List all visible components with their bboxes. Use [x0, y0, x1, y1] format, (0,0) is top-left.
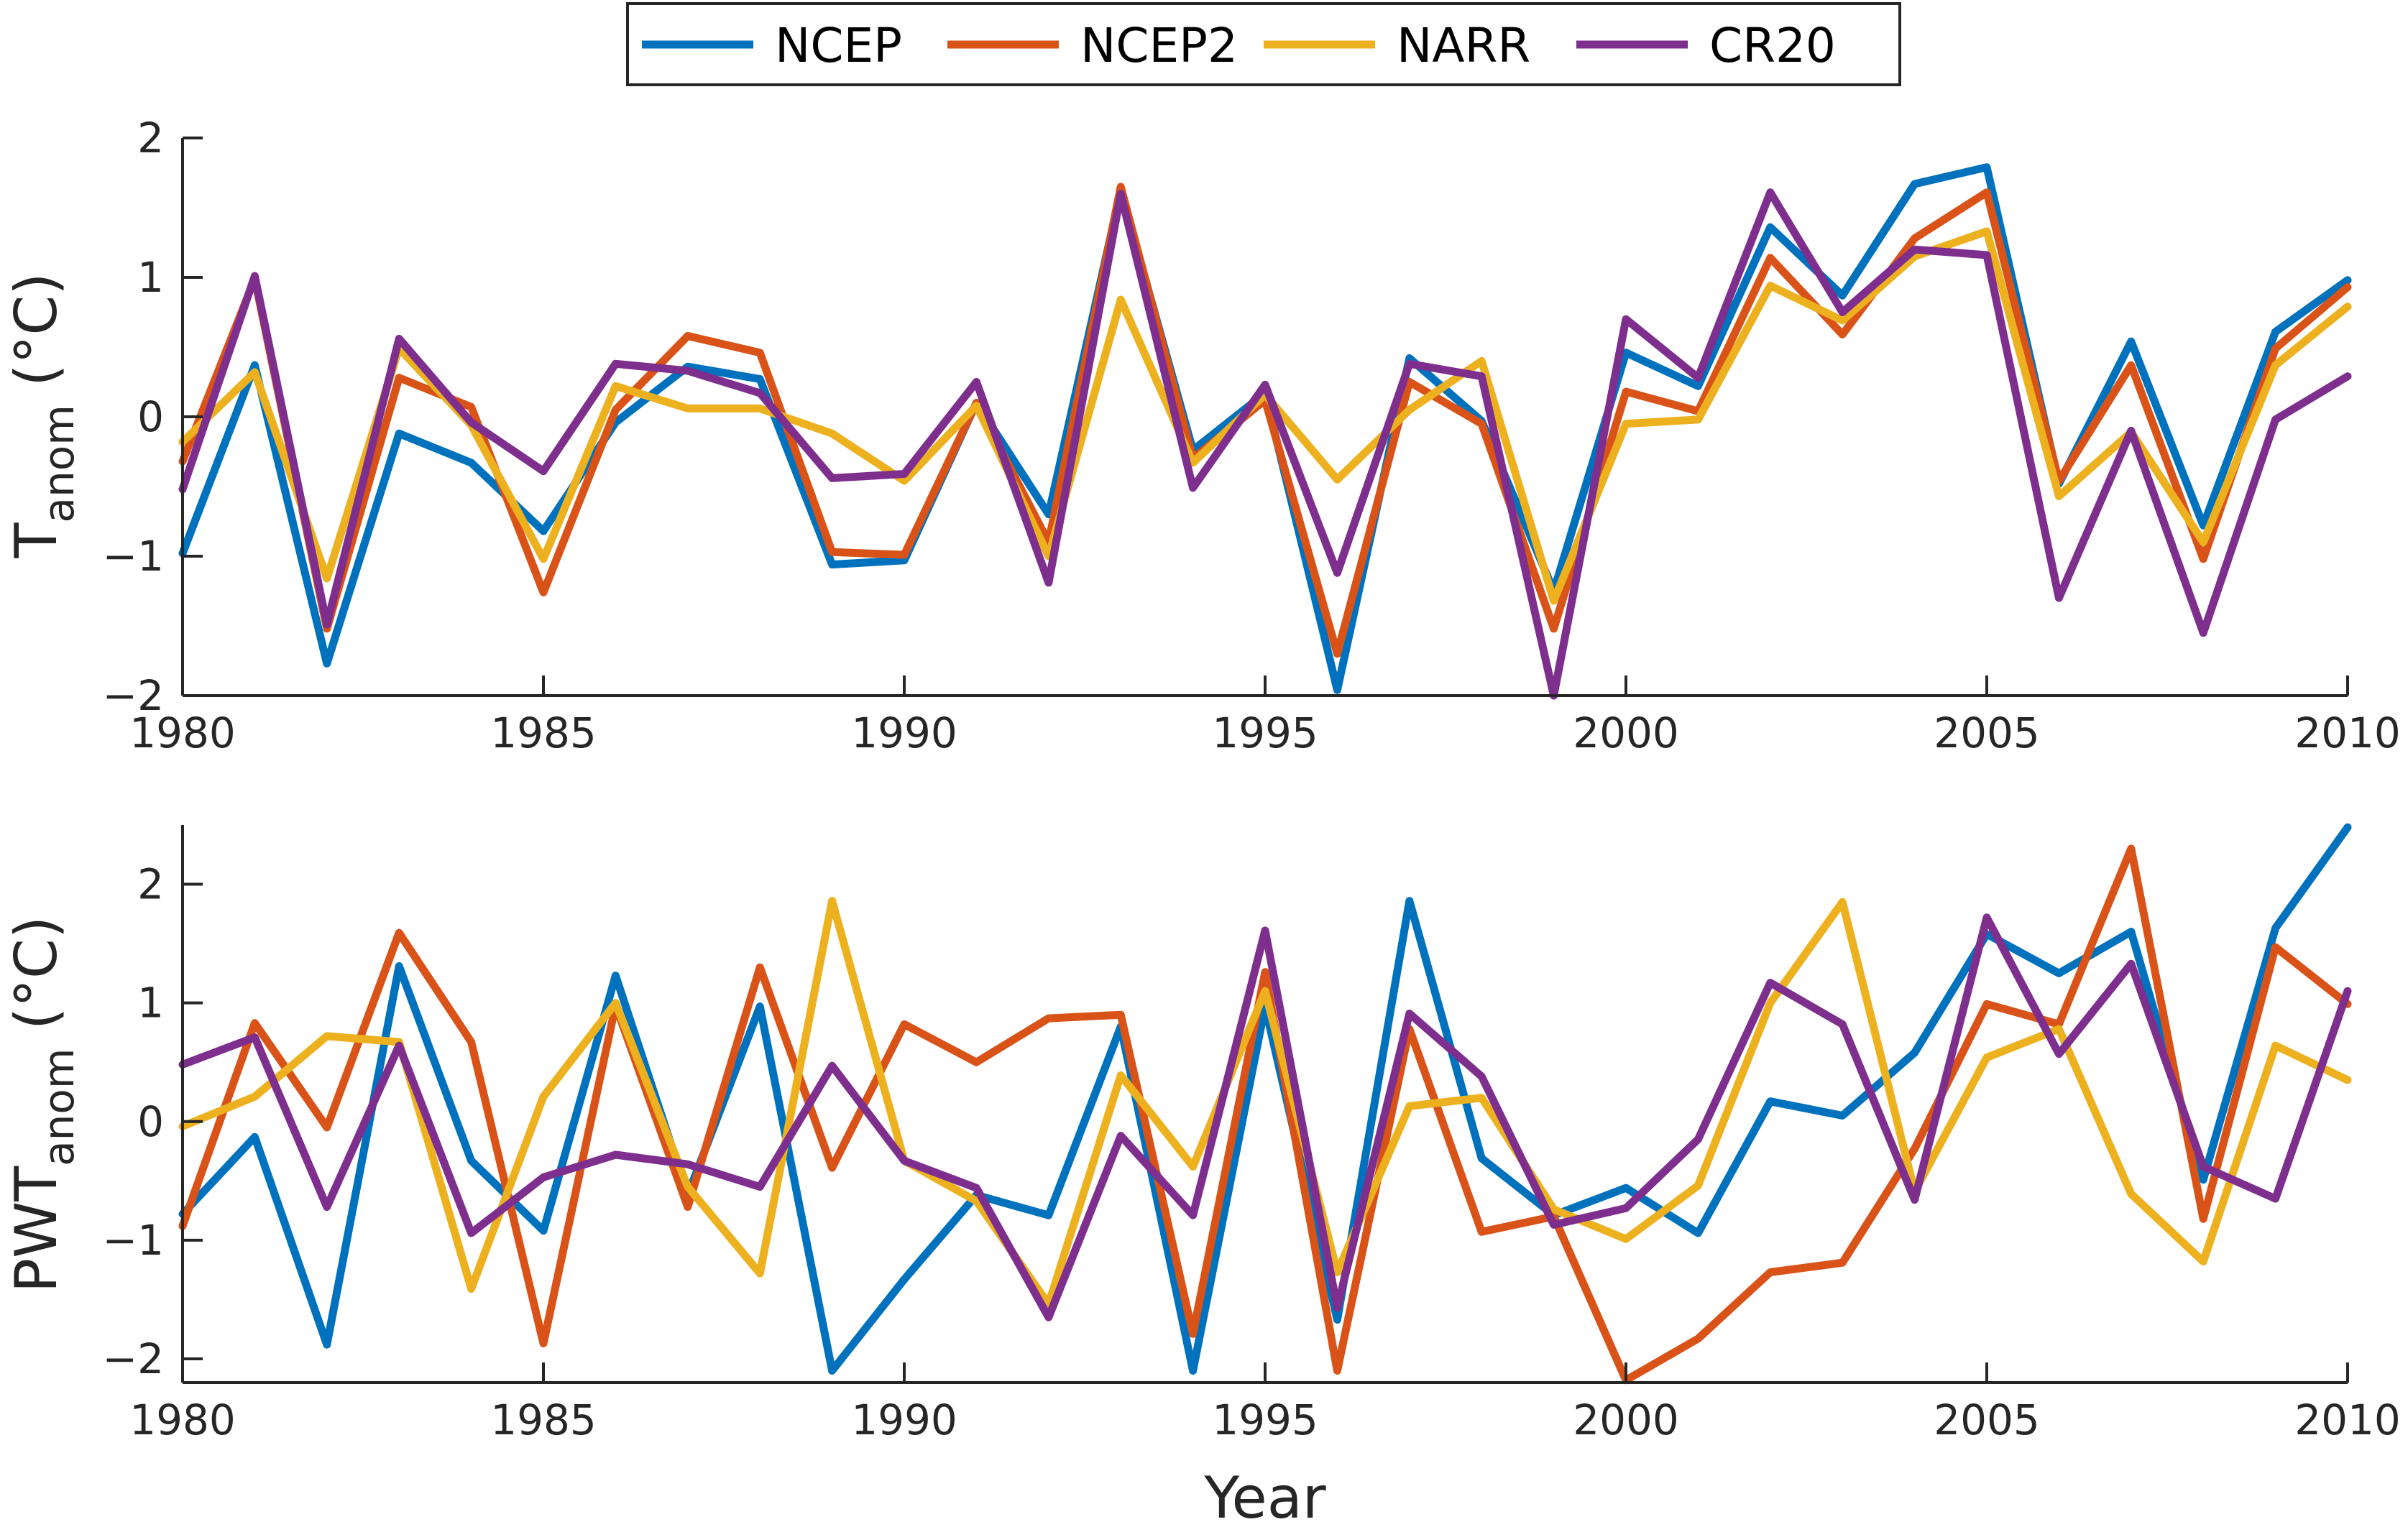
bottom-chart-ylabel-gap	[3, 1030, 70, 1048]
legend-label-cr20: CR20	[1709, 18, 1836, 73]
top-chart-ylabel-gap	[3, 387, 70, 405]
bottom-chart-ylabel-sub: anom	[35, 1048, 83, 1166]
bottom-series-cr20	[178, 913, 2352, 1321]
top-x-tick-label: 1990	[851, 709, 957, 757]
legend-item-cr20: CR20	[1576, 18, 1836, 73]
legend-item-narr: NARR	[1264, 18, 1530, 73]
bottom-x-tick-label: 2000	[1573, 1395, 1679, 1444]
top-y-tick-label: 2	[137, 114, 164, 162]
top-chart-axes: 1980 1985 1990 1995 2000 2005 2010 2 1 0 −1 −2	[103, 114, 2401, 757]
top-chart-ylabel-unit: (°C)	[3, 273, 70, 387]
bottom-chart-axes: 1980 1985 1990 1995 2000 2005 2010 2 1 0 −1 −2	[103, 825, 2401, 1444]
top-series-cr20	[178, 188, 2352, 700]
top-x-tick-label: 1985	[490, 709, 597, 757]
bottom-series-ncep	[178, 823, 2352, 1375]
legend-item-ncep: NCEP	[642, 18, 902, 73]
bottom-chart-panel: 1980 1985 1990 1995 2000 2005 2010 2 1 0 −1 −2 PWTa…	[3, 823, 2401, 1527]
bottom-chart-ylabel: PWTanom (°C)	[3, 916, 83, 1293]
top-x-tick-label: 1995	[1212, 709, 1318, 757]
bottom-chart-ylabel-main: PWT	[3, 1166, 70, 1293]
legend: NCEP NCEP2 NARR CR20	[626, 2, 1901, 86]
bottom-y-tick-label: −2	[103, 1334, 165, 1383]
legend-label-narr: NARR	[1397, 18, 1530, 73]
bottom-x-tick-label: 1990	[851, 1395, 957, 1444]
bottom-series-narr	[178, 897, 2352, 1309]
bottom-x-tick-label: 1980	[129, 1395, 236, 1444]
bottom-chart-ylabel-unit: (°C)	[3, 916, 70, 1030]
bottom-chart-xlabel: Year	[1203, 1464, 1325, 1527]
legend-label-ncep: NCEP	[775, 18, 902, 73]
legend-label-ncep2: NCEP2	[1080, 18, 1238, 73]
bottom-series-ncep2	[178, 844, 2352, 1385]
top-chart-panel: 1980 1985 1990 1995 2000 2005 2010 2 1 0 −1 −2 Tano…	[3, 114, 2401, 757]
bottom-y-tick-label: 1	[137, 979, 164, 1028]
bottom-x-tick-label: 1985	[490, 1395, 597, 1444]
legend-item-ncep2: NCEP2	[947, 18, 1238, 73]
top-x-tick-label: 2005	[1934, 709, 2040, 757]
bottom-x-tick-label: 2010	[2294, 1395, 2401, 1444]
top-chart-ylabel-main: T	[3, 522, 70, 558]
top-y-tick-label: −2	[103, 671, 165, 720]
top-x-tick-label: 1980	[129, 709, 236, 757]
bottom-x-tick-label: 1995	[1212, 1395, 1318, 1444]
bottom-x-tick-label: 2005	[1934, 1395, 2040, 1444]
bottom-y-tick-label: 2	[137, 860, 164, 909]
top-x-tick-label: 2000	[1573, 709, 1679, 757]
bottom-chart-series	[178, 823, 2352, 1385]
top-y-tick-label: 0	[137, 392, 164, 441]
top-y-tick-label: −1	[103, 532, 165, 581]
top-y-tick-label: 1	[137, 253, 164, 302]
top-chart-series	[178, 163, 2352, 700]
top-x-tick-label: 2010	[2294, 709, 2401, 757]
top-chart-ylabel: Tanom (°C)	[3, 273, 83, 559]
bottom-y-tick-label: 0	[137, 1097, 164, 1146]
top-chart-ylabel-sub: anom	[35, 405, 83, 522]
bottom-y-tick-label: −1	[103, 1216, 165, 1265]
